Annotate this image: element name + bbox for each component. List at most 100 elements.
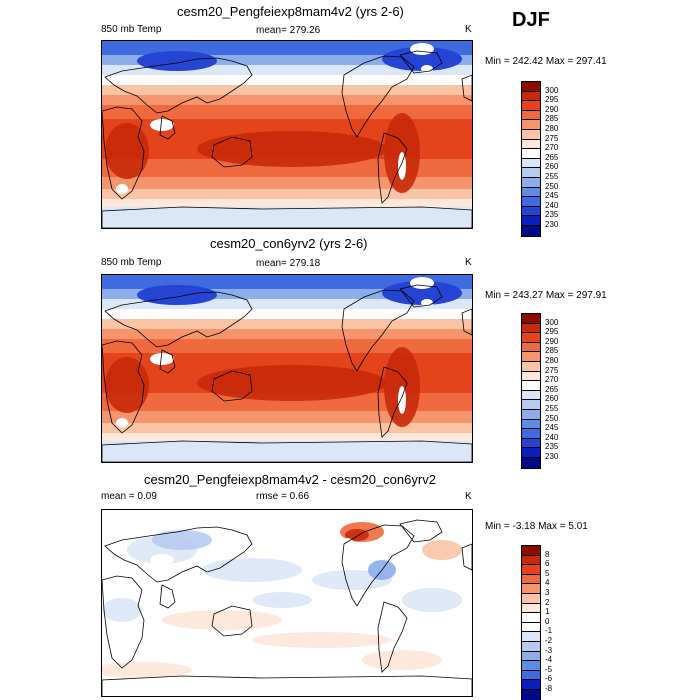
panel3-map-svg [102,510,472,696]
coastline [102,575,145,669]
panel3-colorbar-swatch [522,661,540,671]
panel1-colorbar-swatch [522,82,540,92]
panel3-colorbar-swatch [522,689,540,700]
temperature-minimum-region [137,51,217,71]
coastline [377,132,408,204]
masked-terrain-region [150,353,174,365]
panel3-colorbar-tick-label: 0 [545,616,550,626]
panel1-colorbar-tick-label: 275 [545,133,559,143]
coastline [104,57,253,114]
panel3-colorbar-swatch [522,593,540,604]
coastline [461,543,472,571]
temperature-band [102,105,472,119]
panel1-colorbar-tick-label: 245 [545,191,559,201]
panel2-colorbar-tick-label: 235 [545,442,559,452]
panel1-map-svg [102,41,472,228]
panel2-colorbar-tick-label: 260 [545,394,559,404]
panel1-colorbar-tick-label: 255 [545,172,559,181]
coastline [461,74,472,102]
coastline [102,206,472,228]
coastline [341,524,415,607]
panel2-colorbar-tick-label: 250 [545,413,559,423]
panel2-colorbar-swatch [522,400,540,410]
panel2-colorbar-swatch [522,419,540,430]
coastline [211,370,253,402]
difference-anomaly-region [252,592,312,608]
coastline [211,136,253,168]
coastline [399,519,443,543]
temperature-band [102,433,472,441]
panel3-colorbar-tick-label: -1 [545,626,553,636]
panel1-colorbar-tick-label: 280 [545,124,559,133]
coastline [159,115,176,140]
panel3-colorbar-swatch [522,622,540,633]
temperature-maximum-region [105,357,149,413]
panel2-colorbar-tick-label: 295 [545,327,559,337]
panel1-colorbar-tick-label: 270 [545,143,559,153]
coastline [102,106,145,200]
panel2-colorbar: 300 295 290 285 280 275 270 265 260 255 250 245 240 2… [521,313,558,469]
panel2-colorbar-tick-label: 300 [545,317,559,327]
panel3-colorbar-swatch [522,584,540,594]
temperature-band [102,207,472,228]
panel3-colorbar-tick-label: -2 [545,636,553,645]
panel3-colorbar-swatch [522,670,540,681]
temperature-band [102,75,472,85]
panel1-colorbar-tick-label: 295 [545,95,559,105]
temperature-band [102,423,472,433]
masked-terrain-region [150,119,174,131]
coastline [341,289,415,372]
panel2-colorbar-box [521,313,541,469]
panel2-mean-label: mean= 279.18 [256,258,321,269]
temperature-band [102,159,472,177]
panel1-map [101,40,473,229]
panel1-colorbar-tick-label: 265 [545,152,559,162]
panel3-colorbar-tick-label: 6 [545,559,550,569]
panel1-title: cesm20_Pengfeiexp8mam4v2 (yrs 2-6) [177,4,404,19]
panel2-colorbar-tick-label: 265 [545,384,559,394]
panel3-colorbar-tick-label: 4 [545,578,550,588]
masked-terrain-region [116,418,128,428]
panel1-colorbar-tick-label: 240 [545,200,559,210]
panel2-colorbar-tick-label: 240 [545,432,559,442]
difference-anomaly-region [162,610,282,630]
difference-anomaly-region [402,588,462,612]
temperature-band [102,329,472,339]
panel2-colorbar-swatch [522,438,540,449]
panel2-title: cesm20_con6yrv2 (yrs 2-6) [210,236,368,251]
panel1-colorbar-swatch [522,149,540,159]
panel2-colorbar-swatch [522,409,540,420]
panel2-colorbar-swatch [522,342,540,353]
panel2-colorbar-swatch [522,352,540,362]
panel1-colorbar: 300 295 290 285 280 275 270 265 260 255 250 245 240 2… [521,81,558,237]
temperature-band [102,411,472,423]
panel3-title: cesm20_Pengfeiexp8mam4v2 - cesm20_con6yr… [144,472,436,487]
panel2-colorbar-tick-label: 255 [545,404,559,413]
panel3-colorbar-tick-label: -3 [545,645,553,655]
panel3-colorbar-swatch [522,613,540,623]
panel1-colorbar-swatch [522,139,540,150]
panel2-colorbar-swatch [522,323,540,334]
panel1-colorbar-swatch [522,168,540,178]
panel2-colorbar-tick-label: 275 [545,365,559,375]
season-label: DJF [512,9,550,31]
panel1-mean-label: mean= 279.26 [256,25,321,36]
temperature-band [102,41,472,55]
coastline [159,349,176,374]
masked-terrain-region [398,152,406,180]
coastline [159,584,176,609]
temperature-band [102,275,472,289]
temperature-maximum-region [105,123,149,179]
panel1-colorbar-tick-label: 260 [545,162,559,172]
panel1-colorbar-swatch [522,216,540,226]
panel2-colorbar-tick-label: 270 [545,375,559,385]
panel2-units-label: K [465,257,472,268]
coastline [399,284,443,308]
panel3-map [101,509,473,697]
temperature-band [102,85,472,95]
masked-terrain-region [410,512,434,524]
panel1-colorbar-swatch [522,129,540,140]
panel3-colorbar-tick-label: -8 [545,684,553,693]
panel1-colorbar-tick-label: 300 [545,85,559,95]
panel2-colorbar-swatch [522,314,540,324]
